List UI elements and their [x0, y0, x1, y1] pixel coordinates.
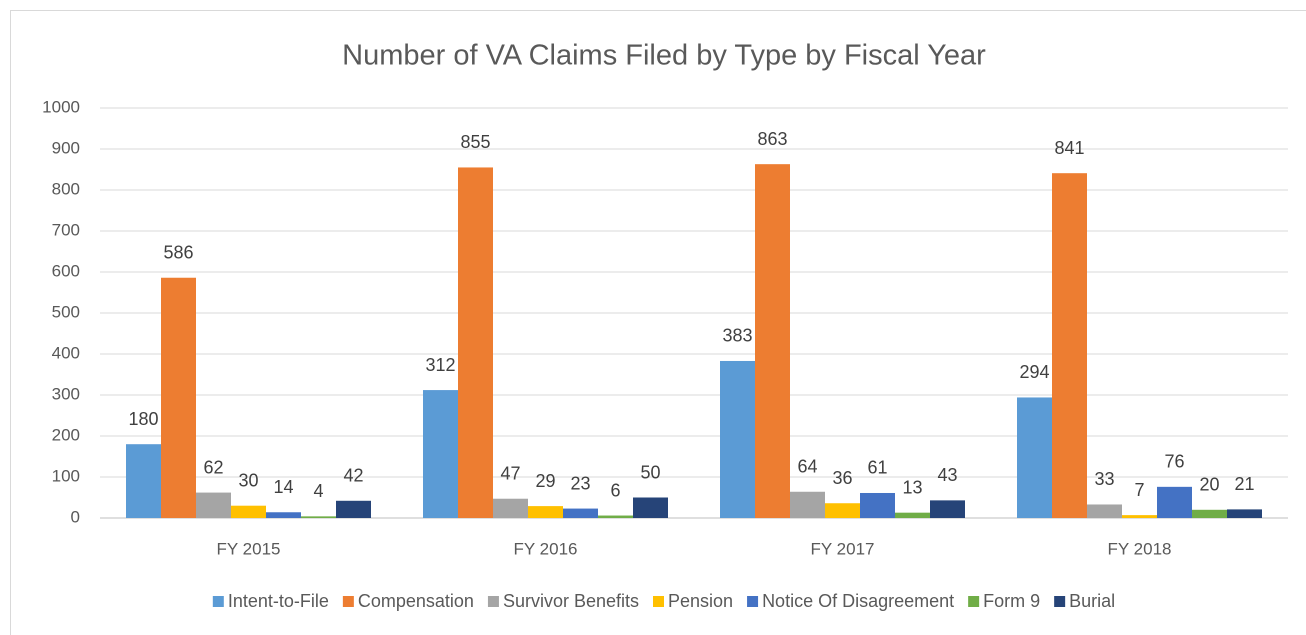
legend: Intent-to-File Compensation Survivor Benef…: [212, 591, 1115, 611]
data-label: 7: [1134, 480, 1144, 500]
data-label: 36: [832, 468, 852, 488]
bar: [1122, 515, 1157, 518]
data-label: 383: [722, 326, 752, 346]
x-tick-label: FY 2015: [217, 539, 281, 558]
bar: [720, 360, 755, 518]
bar: [825, 503, 860, 518]
bar: [528, 506, 563, 518]
bar: [1227, 509, 1262, 518]
y-tick-label: 1000: [42, 97, 80, 116]
data-label: 64: [797, 457, 817, 477]
legend-label: Pension: [668, 591, 733, 611]
legend-label: Notice Of Disagreement: [762, 591, 954, 611]
bar: [196, 492, 231, 518]
y-tick-label: 200: [52, 425, 80, 444]
legend-label: Survivor Benefits: [503, 591, 639, 611]
y-tick-label: 0: [71, 507, 80, 526]
data-label: 62: [203, 457, 223, 477]
bar: [266, 512, 301, 518]
x-tick-label: FY 2017: [811, 539, 875, 558]
y-tick-label: 400: [52, 343, 80, 362]
bar: [930, 500, 965, 518]
bar: [563, 508, 598, 518]
y-tick-label: 700: [52, 220, 80, 239]
bar: [301, 516, 336, 518]
legend-label: Compensation: [358, 591, 474, 611]
legend-swatch: [1054, 596, 1066, 607]
data-label: 841: [1054, 138, 1084, 158]
legend-swatch: [653, 596, 664, 607]
y-tick-label: 300: [52, 384, 80, 403]
legend-swatch: [212, 596, 224, 607]
bar: [1087, 504, 1122, 518]
legend-swatch: [747, 596, 759, 607]
data-label: 13: [902, 477, 922, 497]
data-label: 21: [1234, 474, 1254, 494]
data-label: 47: [500, 463, 520, 483]
data-label: 14: [273, 477, 293, 497]
data-label: 76: [1164, 452, 1184, 472]
data-label: 312: [425, 355, 455, 375]
data-label: 43: [937, 465, 957, 485]
bar: [755, 164, 790, 519]
bar: [126, 444, 161, 518]
bar: [493, 498, 528, 518]
x-tick-label: FY 2016: [514, 539, 578, 558]
bar: [860, 492, 895, 518]
y-tick-label: 500: [52, 302, 80, 321]
data-label: 61: [867, 458, 887, 478]
bar: [1157, 486, 1192, 518]
bar: [790, 491, 825, 518]
bar: [1192, 509, 1227, 518]
data-label: 855: [460, 132, 490, 152]
data-label: 50: [640, 462, 660, 482]
legend-swatch: [968, 596, 980, 607]
bar: [458, 167, 493, 518]
y-tick-label: 900: [52, 138, 80, 157]
x-tick-label: FY 2018: [1108, 539, 1172, 558]
legend-label: Form 9: [983, 591, 1040, 611]
data-label: 180: [128, 409, 158, 429]
data-label: 294: [1019, 362, 1049, 382]
bar: [1052, 173, 1087, 518]
data-label: 20: [1199, 475, 1219, 495]
data-label: 863: [757, 129, 787, 149]
legend-swatch: [342, 596, 354, 607]
legend-label: Burial: [1069, 591, 1115, 611]
data-label: 33: [1094, 469, 1114, 489]
data-label: 586: [163, 242, 193, 262]
y-tick-label: 600: [52, 261, 80, 280]
chart-border: [10, 10, 1306, 635]
data-label: 6: [610, 480, 620, 500]
chart-title: Number of VA Claims Filed by Type by Fis…: [342, 40, 986, 72]
bar: [231, 505, 266, 518]
data-label: 42: [343, 466, 363, 486]
bar: [598, 515, 633, 518]
data-label: 4: [313, 481, 323, 501]
data-label: 23: [570, 473, 590, 493]
bar: [336, 500, 371, 518]
y-tick-label: 800: [52, 179, 80, 198]
bar: [423, 390, 458, 518]
legend-label: Intent-to-File: [228, 591, 329, 611]
bar: [161, 277, 196, 518]
bar: [633, 497, 668, 518]
data-label: 29: [535, 471, 555, 491]
data-label: 30: [238, 470, 258, 490]
y-tick-label: 100: [52, 466, 80, 485]
bar: [1017, 397, 1052, 518]
legend-swatch: [487, 596, 499, 607]
bar: [895, 512, 930, 518]
